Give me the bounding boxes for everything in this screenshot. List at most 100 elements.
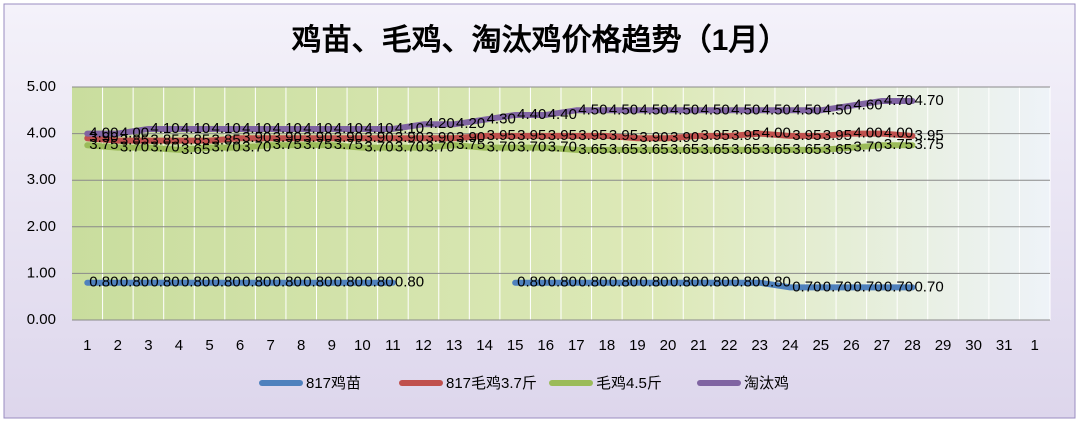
x-tick-label: 19 <box>629 337 646 354</box>
data-label: 3.95 <box>517 127 546 144</box>
data-label: 4.40 <box>548 106 577 123</box>
data-label: 4.10 <box>212 120 241 137</box>
x-tick-label: 29 <box>935 337 952 354</box>
data-label: 3.75 <box>914 136 943 153</box>
data-label: 3.70 <box>853 139 882 156</box>
x-tick-label: 18 <box>599 337 616 354</box>
data-label: 3.90 <box>395 129 424 146</box>
data-label: 4.10 <box>273 120 302 137</box>
data-label: 3.65 <box>639 141 668 158</box>
data-label: 3.90 <box>273 129 302 146</box>
data-label: 4.20 <box>456 115 485 132</box>
data-label: 0.80 <box>273 274 302 291</box>
data-label: 0.80 <box>120 274 149 291</box>
data-label: 3.70 <box>548 139 577 156</box>
data-label: 3.90 <box>670 129 699 146</box>
series-line <box>84 279 916 291</box>
x-tick-label: 28 <box>904 337 921 354</box>
x-tick-label: 31 <box>996 337 1013 354</box>
data-label: 0.80 <box>212 274 241 291</box>
data-label: 3.95 <box>701 127 730 144</box>
data-label: 3.90 <box>639 129 668 146</box>
data-label: 0.80 <box>89 274 118 291</box>
data-label: 3.90 <box>456 129 485 146</box>
data-label: 3.65 <box>792 141 821 158</box>
data-label: 3.85 <box>150 132 179 149</box>
data-label: 0.80 <box>150 274 179 291</box>
x-tick-label: 2 <box>114 337 122 354</box>
series-line <box>84 130 916 144</box>
series-line <box>84 97 916 137</box>
legend-label: 817毛鸡3.7斤 <box>446 375 537 392</box>
data-label: 3.85 <box>212 132 241 149</box>
data-label: 3.95 <box>731 127 760 144</box>
data-label: 3.70 <box>425 139 454 156</box>
x-tick-label: 30 <box>965 337 982 354</box>
data-label: 4.50 <box>609 101 638 118</box>
x-tick-label: 17 <box>568 337 585 354</box>
x-tick-label: 11 <box>385 337 401 354</box>
x-tick-label: 10 <box>354 337 371 354</box>
x-tick-label: 13 <box>446 337 463 354</box>
data-label: 0.70 <box>853 278 882 295</box>
x-tick-label: 3 <box>144 337 152 354</box>
data-label: 3.65 <box>762 141 791 158</box>
x-tick-label: 22 <box>721 337 738 354</box>
data-label: 4.10 <box>334 120 363 137</box>
data-label: 3.70 <box>242 139 271 156</box>
data-label: 3.65 <box>609 141 638 158</box>
data-label: 4.10 <box>181 120 210 137</box>
data-label: 4.20 <box>425 115 454 132</box>
series-line <box>84 142 916 153</box>
data-label: 3.95 <box>914 127 943 144</box>
x-tick-label: 27 <box>874 337 891 354</box>
x-tick-label: 15 <box>507 337 524 354</box>
data-label: 0.70 <box>792 278 821 295</box>
data-label: 4.70 <box>884 92 913 109</box>
data-label: 4.10 <box>395 120 424 137</box>
data-label: 4.10 <box>364 120 393 137</box>
x-tick-label: 1 <box>1031 337 1039 354</box>
data-label: 0.80 <box>701 274 730 291</box>
data-label: 3.65 <box>181 141 210 158</box>
data-label: 3.65 <box>670 141 699 158</box>
data-label: 3.70 <box>150 139 179 156</box>
data-label: 0.80 <box>334 274 363 291</box>
y-tick-label: 0.00 <box>27 311 56 328</box>
data-label: 4.70 <box>914 92 943 109</box>
data-label: 4.50 <box>701 101 730 118</box>
data-label: 3.70 <box>212 139 241 156</box>
data-label: 3.90 <box>242 129 271 146</box>
data-label: 4.00 <box>853 125 882 142</box>
legend-label: 817鸡苗 <box>306 375 361 392</box>
data-label: 3.95 <box>609 127 638 144</box>
x-tick-label: 4 <box>175 337 183 354</box>
data-label: 4.50 <box>792 101 821 118</box>
data-label: 0.80 <box>731 274 760 291</box>
y-tick-label: 1.00 <box>27 264 56 281</box>
data-label: 0.80 <box>578 274 607 291</box>
data-label: 4.00 <box>762 125 791 142</box>
data-label: 3.75 <box>303 136 332 153</box>
chart-title: 鸡苗、毛鸡、淘汰鸡价格趋势（1月） <box>292 23 789 57</box>
data-label: 3.70 <box>364 139 393 156</box>
x-tick-label: 23 <box>751 337 768 354</box>
data-label: 3.90 <box>425 129 454 146</box>
x-tick-label: 9 <box>328 337 336 354</box>
data-label: 3.70 <box>120 139 149 156</box>
x-tick-label: 12 <box>415 337 432 354</box>
data-label: 0.70 <box>914 278 943 295</box>
x-tick-label: 16 <box>537 337 554 354</box>
y-tick-label: 2.00 <box>27 218 56 235</box>
data-label: 4.00 <box>120 125 149 142</box>
data-label: 0.80 <box>609 274 638 291</box>
data-label: 3.75 <box>89 136 118 153</box>
data-label: 0.70 <box>823 278 852 295</box>
data-label: 0.80 <box>242 274 271 291</box>
data-label: 0.80 <box>303 274 332 291</box>
data-label: 0.80 <box>364 274 393 291</box>
data-label: 3.75 <box>884 136 913 153</box>
data-label: 3.65 <box>823 141 852 158</box>
